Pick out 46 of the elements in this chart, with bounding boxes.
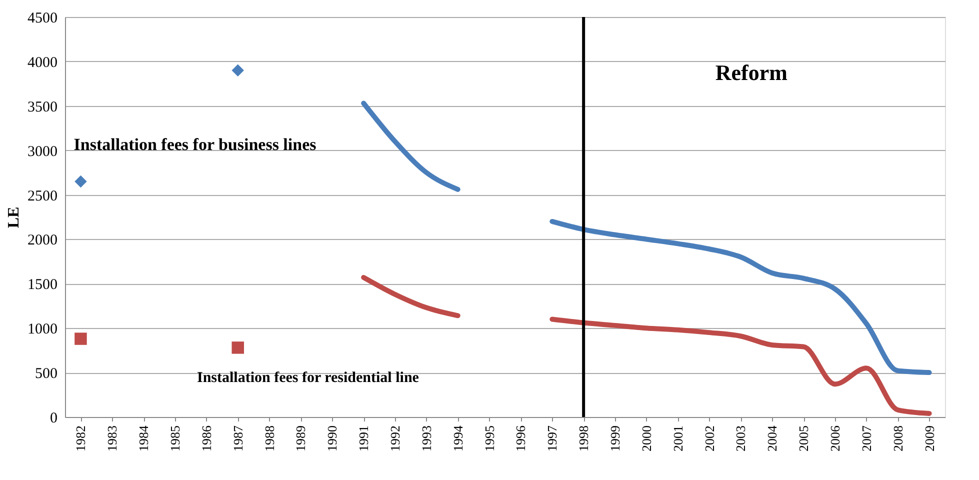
y-tick-label: 3500 (28, 99, 58, 116)
y-tick-label: 2500 (28, 188, 58, 204)
x-tick-label: 1982 (73, 426, 88, 452)
point (74, 175, 87, 188)
x-tick-label: 1989 (293, 426, 308, 452)
x-tick-label: 2005 (796, 426, 812, 452)
x-tick-label: 1993 (418, 426, 434, 452)
annotation: Installation fees for residential line (197, 370, 420, 386)
y-tick-label: 3000 (28, 144, 58, 160)
point (232, 64, 244, 76)
x-tick-label: 1997 (544, 425, 560, 452)
y-tick-label: 1500 (28, 277, 58, 294)
point (232, 342, 244, 354)
x-tick-label: 1986 (198, 425, 214, 452)
x-tick-label: 1995 (482, 426, 497, 452)
x-tick-label: 2001 (670, 426, 686, 452)
annotation: Installation fees for business lines (74, 135, 317, 154)
y-axis-title: LE (6, 206, 22, 228)
x-tick-label: 1985 (168, 426, 182, 452)
y-tick-label: 4500 (28, 10, 58, 26)
x-tick-label: 1991 (356, 426, 372, 452)
y-tick-label: 1000 (28, 322, 58, 338)
x-tick-label: 1996 (513, 425, 528, 452)
x-tick-label: 2009 (922, 426, 937, 452)
x-tick-label: 2003 (733, 426, 748, 452)
x-tick-label: 1988 (262, 426, 277, 452)
y-tick-label: 4000 (28, 54, 58, 71)
x-tick-label: 1998 (576, 426, 592, 452)
x-tick-label: 2000 (638, 426, 654, 452)
x-tick-label: 1992 (388, 426, 402, 452)
x-tick-label: 1990 (324, 426, 340, 452)
x-tick-label: 2008 (890, 426, 906, 452)
y-tick-label: 2000 (28, 232, 58, 249)
x-tick-label: 2006 (828, 425, 842, 452)
x-tick-label: 1984 (136, 425, 152, 452)
y-tick-label: 500 (35, 366, 58, 382)
x-tick-label: 1983 (104, 426, 120, 452)
x-tick-label: 2004 (764, 425, 780, 452)
x-tick-label: 1994 (450, 425, 466, 452)
annotation: Reform (715, 60, 788, 85)
x-tick-label: 2007 (858, 425, 874, 452)
x-tick-label: 1999 (608, 426, 622, 452)
point (74, 332, 87, 345)
x-tick-label: 1987 (230, 425, 246, 452)
x-tick-label: 2002 (702, 426, 717, 452)
y-tick-label: 0 (50, 410, 58, 426)
